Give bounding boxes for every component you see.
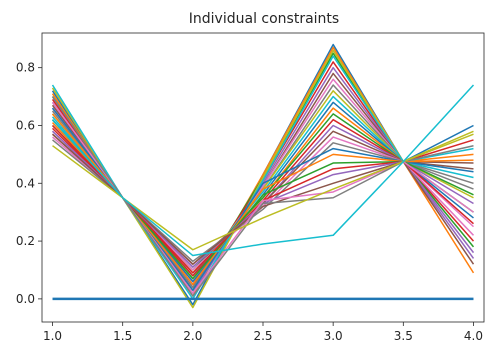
y-tick-label: 0.6 [16, 118, 35, 132]
y-tick-label: 0.8 [16, 61, 35, 75]
series-line [51, 96, 474, 297]
x-tick-label: 4.0 [464, 329, 483, 343]
y-tick-label: 0.4 [16, 176, 35, 190]
x-tick-label: 1.0 [43, 329, 62, 343]
y-tick-label: 0.0 [16, 292, 35, 306]
x-tick-label: 3.0 [324, 329, 343, 343]
x-tick-label: 3.5 [394, 329, 413, 343]
x-tick-label: 1.5 [113, 329, 132, 343]
y-tick-label: 0.2 [16, 234, 35, 248]
series-line [51, 84, 475, 257]
series-line [51, 119, 474, 280]
series-line [51, 107, 474, 291]
series-line [51, 124, 474, 274]
series-line [51, 90, 474, 280]
series-line [51, 113, 474, 286]
chart-title: Individual constraints [189, 11, 339, 27]
series-line [52, 124, 474, 268]
x-tick-label: 2.0 [183, 329, 202, 343]
series-line [52, 130, 475, 268]
axes-layer: 1.0 1.5 2.0 2.5 3.0 3.5 4.0 0.0 0.2 0.4 0.6 0.8 [16, 32, 485, 343]
x-tick-label: 2.5 [253, 329, 272, 343]
series-layer [51, 43, 475, 309]
